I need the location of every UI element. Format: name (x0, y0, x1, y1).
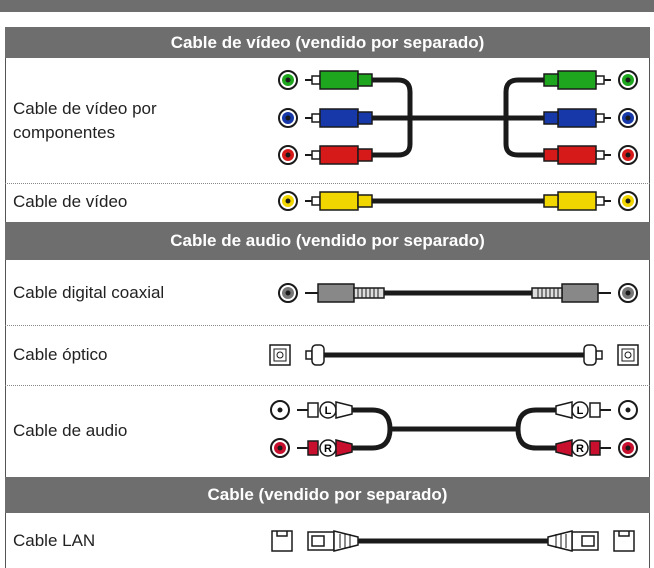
plug-collar (311, 75, 321, 85)
plug-body (311, 344, 325, 366)
lan-port (271, 530, 293, 552)
plug-body (557, 145, 597, 165)
plug-grip (543, 194, 559, 208)
plug-body (307, 402, 319, 418)
plug-body (557, 70, 597, 90)
jack-pin (625, 445, 631, 451)
plug-grip (357, 73, 373, 87)
optical-hole (276, 351, 284, 359)
plug-boot (547, 530, 573, 552)
channel-label: R (576, 443, 584, 455)
plug-body (319, 191, 359, 211)
jack-pin (625, 407, 631, 413)
plug-grip (357, 111, 373, 125)
plug-grip (357, 148, 373, 162)
plug-contacts (581, 535, 595, 547)
jack-pin (285, 290, 291, 296)
channel-label: L (325, 405, 332, 417)
channel-label: L (577, 405, 584, 417)
plug-body (589, 402, 601, 418)
plug-body (319, 145, 359, 165)
jack-pin (277, 407, 283, 413)
plug-body (319, 108, 359, 128)
plug-body (557, 108, 597, 128)
plug-grip (543, 73, 559, 87)
plug-collar (311, 196, 321, 206)
section-header: Cable de audio (vendido por separado) (5, 222, 650, 260)
row-separator (5, 325, 650, 326)
cable (352, 407, 556, 451)
jack-pin (285, 77, 291, 83)
jack-pin (625, 115, 631, 121)
row-label: Cable óptico (13, 345, 108, 364)
row-label: Cable de audio (13, 420, 128, 440)
plug-boot (335, 439, 353, 457)
plug-collar (595, 75, 605, 85)
plug-boot (555, 439, 573, 457)
jack-pin (625, 77, 631, 83)
top-bar (0, 0, 654, 12)
jack-pin (285, 152, 291, 158)
plug-boot (555, 401, 573, 419)
optical-hole (624, 351, 632, 359)
row-label: Cable LAN (13, 530, 96, 550)
plug-body (557, 191, 597, 211)
jack-pin (625, 152, 631, 158)
plug-grip (357, 194, 373, 208)
plug-body (561, 283, 599, 303)
section-header: Cable de vídeo (vendido por separado) (5, 27, 650, 58)
jack-pin (625, 290, 631, 296)
section-header: Cable (vendido por separado) (5, 477, 650, 513)
plug-body (307, 440, 319, 456)
lan-port (613, 530, 635, 552)
plug-body (319, 70, 359, 90)
cable (372, 77, 544, 158)
plug-grip (543, 111, 559, 125)
plug-grip (543, 148, 559, 162)
plug-body (583, 344, 597, 366)
row-separator (5, 183, 650, 184)
plug-body (589, 440, 601, 456)
plug-tip (305, 350, 313, 360)
plug-collar (311, 150, 321, 160)
jack-pin (625, 198, 631, 204)
plug-contacts (311, 535, 325, 547)
plug-collar (595, 196, 605, 206)
plug-boot (335, 401, 353, 419)
row-label: Cable de vídeo (13, 192, 128, 211)
jack-pin (285, 198, 291, 204)
plug-boot (333, 530, 359, 552)
row-label: Cable digital coaxial (13, 282, 165, 302)
plug-collar (595, 113, 605, 123)
plug-tip (595, 350, 603, 360)
jack-pin (285, 115, 291, 121)
row-label: Cable de vídeo por componentes (13, 98, 157, 142)
jack-pin (277, 445, 283, 451)
plug-body (317, 283, 355, 303)
plug-collar (311, 113, 321, 123)
row-separator (5, 385, 650, 386)
plug-collar (595, 150, 605, 160)
channel-label: R (324, 443, 332, 455)
